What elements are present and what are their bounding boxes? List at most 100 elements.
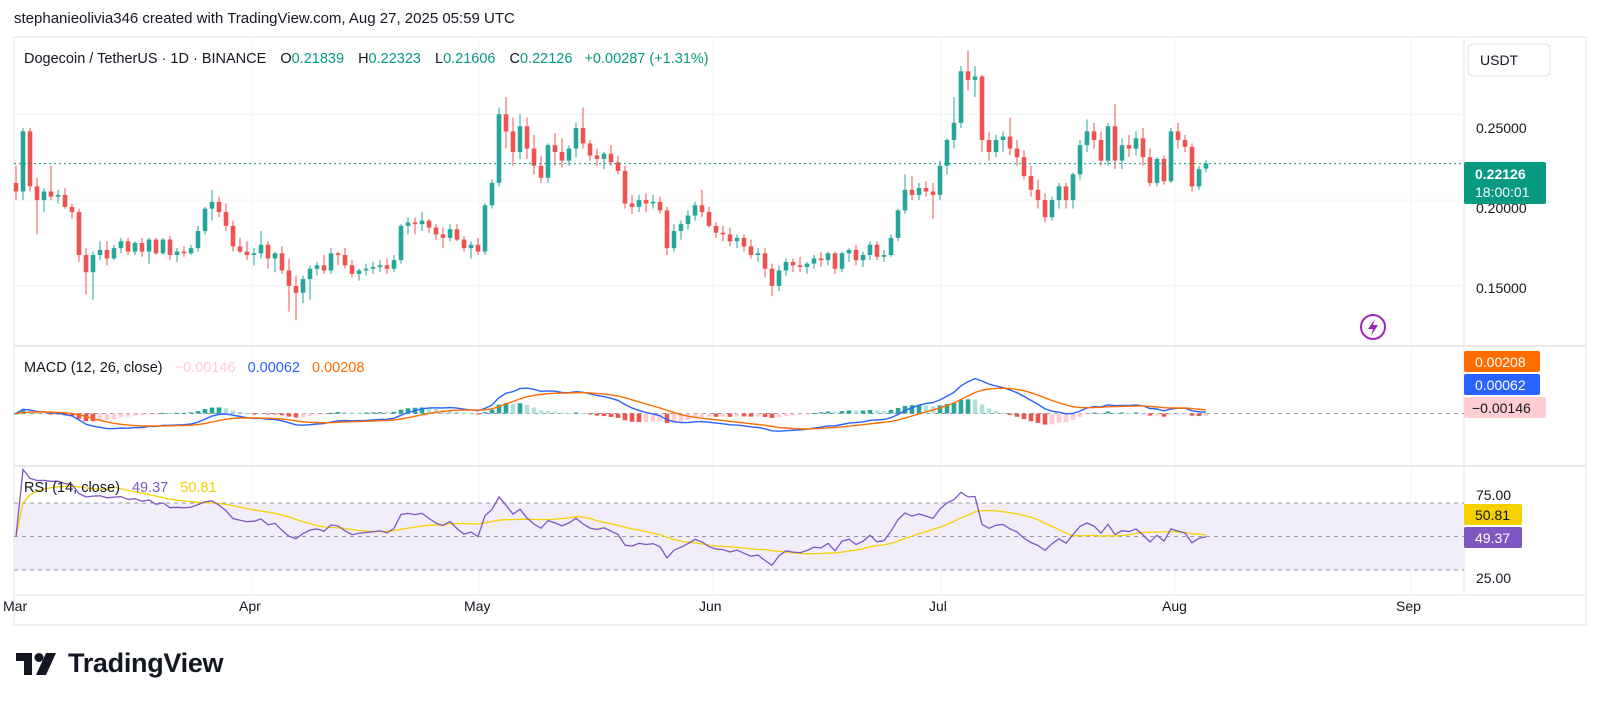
macd-histogram-bar xyxy=(783,413,789,417)
macd-histogram-bar xyxy=(965,399,971,414)
macd-histogram-bar xyxy=(692,413,698,418)
candle-body xyxy=(174,251,180,256)
macd-histogram-bar xyxy=(160,412,166,414)
rsi-legend: RSI (14, close) 49.37 50.81 xyxy=(24,480,217,496)
candle-body xyxy=(1147,157,1153,183)
macd-histogram-bar xyxy=(909,405,915,414)
candle-body xyxy=(482,205,488,252)
macd-histogram-bar xyxy=(510,403,516,414)
candle-body xyxy=(867,244,873,256)
candle-body xyxy=(783,261,789,271)
macd-histogram-bar xyxy=(895,407,901,414)
candle-body xyxy=(356,270,362,274)
high-label: H xyxy=(358,51,368,67)
tradingview-brand[interactable]: TradingView xyxy=(16,648,224,679)
candle-body xyxy=(734,237,740,242)
macd-histogram-bar xyxy=(258,413,264,415)
macd-histogram-bar xyxy=(524,404,530,414)
candle-body xyxy=(307,268,313,280)
symbol-legend: Dogecoin / TetherUS · 1D · BINANCE O0.21… xyxy=(24,51,709,67)
macd-histogram-bar xyxy=(734,413,740,417)
candle-body xyxy=(517,126,523,153)
macd-histogram-bar xyxy=(1147,413,1153,416)
symbol-name: Dogecoin / TetherUS · 1D · BINANCE xyxy=(24,51,267,67)
macd-histogram-bar xyxy=(1154,413,1160,416)
macd-histogram-bar xyxy=(34,412,40,414)
rsi-axis-label: 25.00 xyxy=(1476,570,1511,586)
candle-body xyxy=(1056,186,1062,201)
macd-histogram-bar xyxy=(993,411,999,414)
candle-body xyxy=(1007,136,1013,149)
candle-body xyxy=(419,220,425,225)
macd-histogram-bar xyxy=(923,405,929,414)
candle-body xyxy=(818,258,824,261)
candle-body xyxy=(461,239,467,249)
candle-body xyxy=(97,249,103,256)
candle-body xyxy=(559,152,565,161)
close-label: C xyxy=(510,51,520,67)
macd-histogram-bar xyxy=(125,413,131,417)
macd-histogram-bar xyxy=(552,411,558,414)
rsi-title: RSI (14, close) xyxy=(24,480,120,496)
time-axis-label: May xyxy=(464,598,490,614)
macd-line-badge xyxy=(1464,374,1540,395)
candle-body xyxy=(671,230,677,249)
macd-histogram-bar xyxy=(958,399,964,414)
candle-body xyxy=(860,255,866,261)
macd-histogram-bar xyxy=(475,413,481,415)
candle-body xyxy=(1154,158,1160,183)
macd-signal-line xyxy=(15,387,1207,430)
macd-histogram-bar xyxy=(1105,411,1111,414)
rsi-ma-value: 50.81 xyxy=(180,480,216,496)
time-axis-label: Aug xyxy=(1162,598,1187,614)
candle-body xyxy=(790,261,796,266)
candle-body xyxy=(622,170,628,204)
candle-body xyxy=(209,201,215,209)
candle-body xyxy=(741,237,747,247)
candle-body xyxy=(342,255,348,266)
candle-body xyxy=(1070,174,1076,201)
high-value: 0.22323 xyxy=(369,51,421,67)
lightning-icon[interactable] xyxy=(1360,314,1386,340)
candle-body xyxy=(1126,145,1132,149)
macd-histogram-bar xyxy=(902,405,908,414)
macd-legend: MACD (12, 26, close) −0.00146 0.00062 0.… xyxy=(24,360,364,376)
macd-histogram-bar xyxy=(244,413,250,415)
candle-body xyxy=(755,253,761,256)
macd-histogram-bar xyxy=(349,412,355,414)
candle-body xyxy=(685,215,691,225)
macd-histogram-bar xyxy=(489,409,495,414)
time-axis-label: Sep xyxy=(1396,598,1421,614)
currency-button[interactable]: USDT xyxy=(1480,52,1519,68)
macd-histogram-bar xyxy=(916,404,922,414)
macd-histogram-bar xyxy=(265,413,271,415)
candle-body xyxy=(27,131,33,187)
last-price-badge xyxy=(1464,162,1546,204)
candle-body xyxy=(874,244,880,257)
candle-body xyxy=(1119,145,1125,161)
macd-histogram-bar xyxy=(391,411,397,414)
candle-body xyxy=(1140,138,1146,158)
macd-histogram-bar xyxy=(951,402,957,414)
macd-histogram-bar xyxy=(1196,413,1202,417)
candle-body xyxy=(1077,145,1083,175)
macd-histogram-bar xyxy=(1126,412,1132,414)
macd-histogram-bar xyxy=(650,413,656,422)
macd-histogram-bar xyxy=(825,411,831,414)
candle-body xyxy=(958,71,964,123)
macd-histogram-bar xyxy=(874,410,880,414)
candle-body xyxy=(1168,131,1174,182)
tradingview-wordmark: TradingView xyxy=(68,648,224,678)
low-value: 0.21606 xyxy=(443,51,495,67)
candle-body xyxy=(293,285,299,293)
macd-histogram-bar xyxy=(1070,413,1076,421)
candle-body xyxy=(1000,136,1006,140)
macd-histogram-bar xyxy=(972,399,978,414)
candle-body xyxy=(629,203,635,207)
candle-body xyxy=(286,270,292,286)
candle-body xyxy=(930,191,936,195)
macd-histogram-bar xyxy=(1042,413,1048,425)
macd-histogram-bar xyxy=(482,412,488,414)
macd-histogram-bar xyxy=(167,413,173,415)
